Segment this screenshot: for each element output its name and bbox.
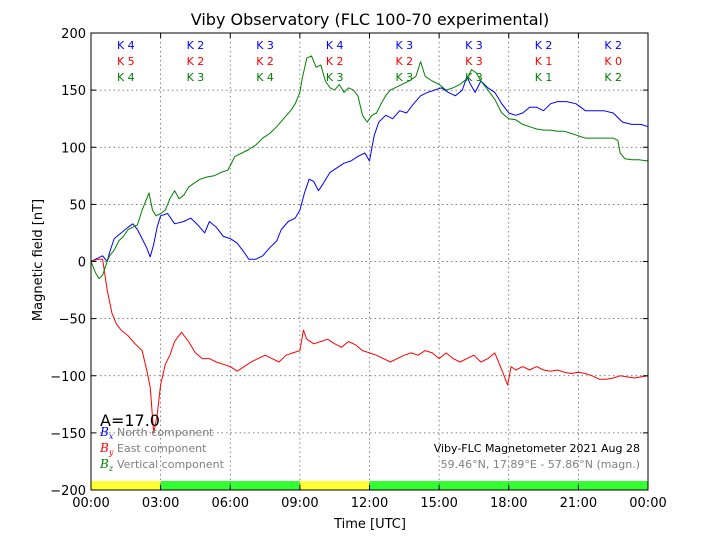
k-index-label: K 2 bbox=[326, 55, 344, 68]
y-tick-labels: −200 −150 −100 −50 0 50 100 150 200 bbox=[50, 27, 86, 499]
x-tick-label: 18:00 bbox=[490, 496, 527, 511]
series-line bbox=[90, 55, 649, 280]
tick-marks bbox=[90, 32, 649, 491]
x-tick-label: 15:00 bbox=[420, 496, 457, 511]
x-tick-label: 12:00 bbox=[351, 496, 388, 511]
k-index-label: K 3 bbox=[326, 71, 344, 84]
x-tick-label: 00:00 bbox=[629, 496, 666, 511]
k-index-label: K 4 bbox=[117, 71, 135, 84]
y-tick-label: 50 bbox=[69, 198, 86, 213]
a-index-annotation: A=17.0 bbox=[100, 411, 160, 430]
y-tick-label: 200 bbox=[61, 27, 86, 42]
k-index-label: K 4 bbox=[117, 39, 135, 52]
k-index-label: K 2 bbox=[187, 55, 205, 68]
x-tick-label: 09:00 bbox=[281, 496, 318, 511]
legend-label: Vertical component bbox=[117, 458, 225, 471]
activity-bar-segment bbox=[299, 481, 370, 490]
y-tick-label: −150 bbox=[50, 427, 86, 442]
series-line bbox=[90, 258, 649, 434]
k-index-label: K 5 bbox=[117, 55, 135, 68]
grid-lines bbox=[91, 33, 648, 490]
k-index-label: K 3 bbox=[395, 39, 413, 52]
k-index-label: K 3 bbox=[465, 71, 483, 84]
k-index-label: K 3 bbox=[465, 39, 483, 52]
y-tick-label: −100 bbox=[50, 370, 86, 385]
k-index-table: K 4 K 5 K 4 K 2 K 2 K 3 K 3 K 2 K 4 K 4 K 2 K 3 K 3 K… bbox=[117, 39, 622, 84]
series-line bbox=[90, 75, 649, 262]
location-info: 59.46°N, 17.89°E - 57.86°N (magn.) bbox=[441, 458, 640, 471]
x-tick-label: 21:00 bbox=[560, 496, 597, 511]
k-index-label: K 1 bbox=[535, 71, 553, 84]
y-axis-label: Magnetic field [nT] bbox=[31, 199, 46, 321]
chart-title: Viby Observatory (FLC 100-70 experimenta… bbox=[191, 10, 550, 29]
k-index-label: K 2 bbox=[187, 39, 205, 52]
k-index-label: K 3 bbox=[395, 71, 413, 84]
k-index-label: K 2 bbox=[604, 71, 622, 84]
series-layer bbox=[90, 55, 649, 434]
k-index-label: K 2 bbox=[395, 55, 413, 68]
magnetometer-info: Viby-FLC Magnetometer 2021 Aug 28 bbox=[434, 442, 640, 455]
y-tick-label: −50 bbox=[59, 313, 86, 328]
y-tick-label: −200 bbox=[50, 484, 86, 499]
x-tick-label: 00:00 bbox=[72, 496, 109, 511]
k-index-label: K 3 bbox=[256, 39, 274, 52]
k-index-label: K 2 bbox=[535, 39, 553, 52]
k-index-label: K 2 bbox=[256, 55, 274, 68]
x-axis-label: Time [UTC] bbox=[333, 517, 406, 532]
k-index-label: K 4 bbox=[256, 71, 274, 84]
k-index-label: K 0 bbox=[604, 55, 622, 68]
legend-label: East component bbox=[117, 442, 207, 455]
x-tick-labels: 00:00 03:00 06:00 09:00 12:00 15:00 18:00 21:00… bbox=[72, 496, 666, 511]
k-index-label: K 3 bbox=[465, 55, 483, 68]
legend-symbol: By bbox=[99, 441, 114, 457]
activity-bar-segment bbox=[91, 481, 161, 490]
k-index-label: K 2 bbox=[604, 39, 622, 52]
legend-label: North component bbox=[117, 426, 214, 439]
k-index-label: K 3 bbox=[187, 71, 205, 84]
y-tick-label: 100 bbox=[61, 141, 86, 156]
legend-symbol: Bz bbox=[99, 457, 114, 473]
y-tick-label: 0 bbox=[78, 256, 86, 271]
k-index-label: K 4 bbox=[326, 39, 344, 52]
x-tick-label: 06:00 bbox=[212, 496, 249, 511]
k-index-label: K 1 bbox=[535, 55, 553, 68]
y-tick-label: 150 bbox=[61, 84, 86, 99]
x-tick-label: 03:00 bbox=[142, 496, 179, 511]
